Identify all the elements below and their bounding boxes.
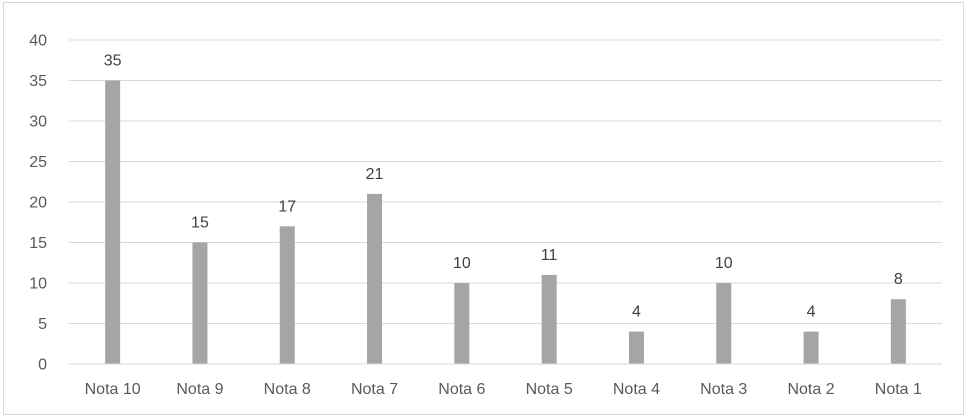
data-label: 15 [191,215,209,232]
y-tick-label: 0 [38,357,47,374]
bar [279,226,295,364]
axes: 0 5 10 15 20 25 30 35 40 Nota 10 Nota 9 Nota 8 Nota … [29,33,942,398]
gridlines [69,39,942,324]
x-tick-label: Nota 1 [875,381,922,398]
x-tick-label: Nota 8 [264,381,311,398]
data-label: 35 [104,53,122,70]
x-tick-label: Nota 7 [351,381,398,398]
x-tick-label: Nota 5 [526,381,573,398]
y-tick-label: 30 [29,114,47,131]
y-tick-label: 35 [29,73,47,90]
y-tick-label: 40 [29,33,47,50]
bar [454,283,470,364]
x-tick-label: Nota 2 [787,381,834,398]
x-tick-label: Nota 6 [438,381,485,398]
x-tick-label: Nota 9 [176,381,223,398]
data-label: 4 [632,304,641,321]
bar [628,331,644,364]
bar [890,299,906,364]
data-labels: 35 15 17 21 10 11 4 10 4 8 [104,53,903,321]
data-label: 10 [453,255,471,272]
bar [192,242,208,364]
y-tick-label: 15 [29,235,47,252]
bars [105,80,906,364]
y-tick-label: 5 [38,316,47,333]
x-tick-label: Nota 4 [613,381,660,398]
y-tick-label: 10 [29,276,47,293]
data-label: 17 [278,198,296,215]
x-tick-label: Nota 3 [700,381,747,398]
x-tick-label: Nota 10 [85,381,141,398]
bar [105,80,121,364]
y-tick-label: 25 [29,154,47,171]
data-label: 10 [715,255,733,272]
data-label: 8 [894,271,903,288]
y-tick-label: 20 [29,195,47,212]
data-label: 4 [807,304,816,321]
bar [541,274,557,364]
bar [367,193,383,364]
bar [716,283,732,364]
data-label: 11 [541,247,558,264]
data-label: 21 [366,166,384,183]
bar [803,331,819,364]
